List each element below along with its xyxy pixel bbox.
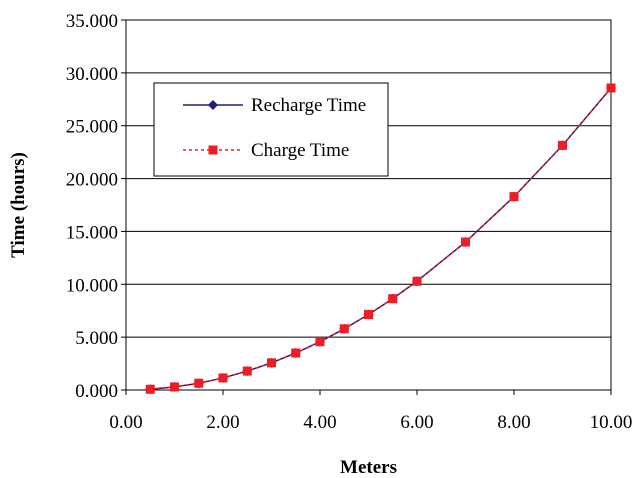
data-point: [170, 382, 179, 392]
y-tick-label: 35.000: [66, 11, 118, 32]
legend-label: Charge Time: [251, 140, 349, 161]
x-tick-label: 10.00: [590, 412, 632, 433]
data-point: [412, 276, 422, 286]
legend: Recharge Time Charge Time: [153, 82, 389, 177]
data-point: [388, 294, 398, 304]
y-tick-label: 0.000: [75, 381, 118, 402]
data-point: [291, 348, 301, 358]
series-charge-time: [145, 83, 616, 394]
grid-layer: [126, 19, 611, 391]
data-point: [315, 337, 325, 347]
legend-item: Recharge Time: [183, 95, 366, 116]
legend-item: Charge Time: [183, 140, 349, 161]
data-point: [242, 366, 252, 376]
legend-swatch-marker: [208, 100, 218, 110]
data-point: [218, 373, 228, 383]
data-point: [558, 140, 567, 150]
data-point: [145, 384, 155, 394]
plot-area: [125, 19, 612, 391]
y-tick-label: 10.000: [66, 275, 118, 296]
x-tick-label: 2.00: [206, 412, 239, 433]
legend-box: [153, 82, 389, 177]
series-layer: [145, 82, 616, 395]
data-point: [509, 192, 519, 202]
data-point: [339, 324, 349, 334]
y-tick-label: 25.000: [66, 117, 118, 138]
y-tick-label: 20.000: [66, 170, 118, 191]
y-tick-label: 15.000: [66, 222, 118, 243]
legend-label: Recharge Time: [251, 95, 366, 116]
series-line: [150, 87, 612, 391]
x-axis-title: Meters: [340, 457, 397, 478]
x-tick-label: 4.00: [303, 412, 336, 433]
data-point: [364, 310, 373, 320]
axis-layer: 0.000 5.000 10.000 15.000 20.000 25.000 30.000…: [66, 11, 632, 433]
y-tick-label: 30.000: [66, 64, 118, 85]
legend-swatch-marker: [208, 145, 218, 155]
y-tick-label: 5.000: [75, 328, 118, 349]
y-axis-title: Time (hours): [8, 152, 29, 258]
data-point: [606, 83, 616, 93]
data-point: [461, 237, 470, 247]
x-tick-label: 8.00: [497, 412, 530, 433]
x-tick-label: 0.00: [109, 412, 142, 433]
data-point: [194, 378, 204, 388]
x-tick-label: 6.00: [400, 412, 433, 433]
data-point: [267, 358, 276, 368]
